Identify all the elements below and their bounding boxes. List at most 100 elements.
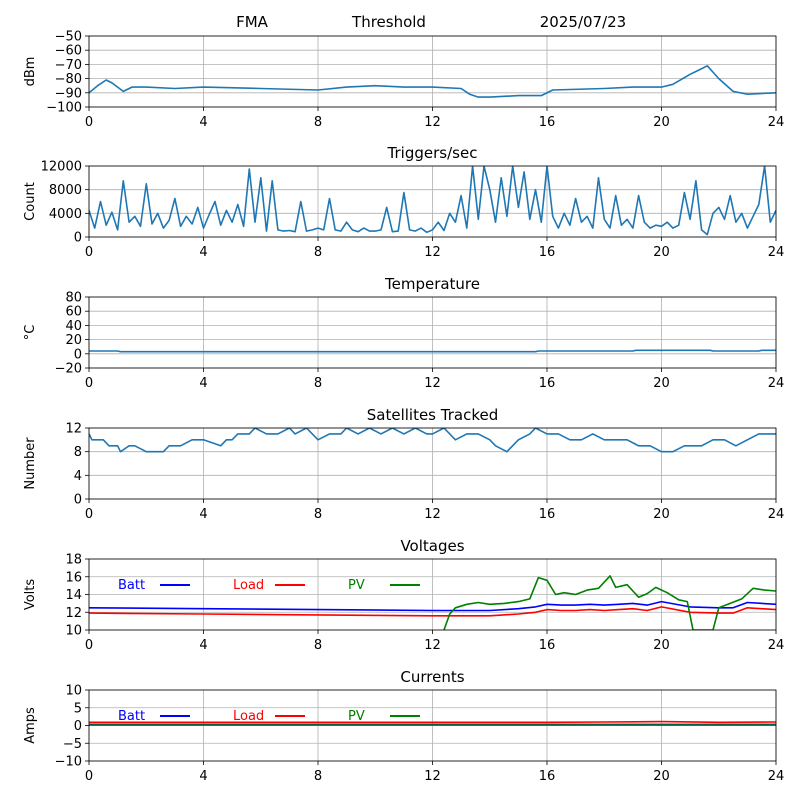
legend-label-pv: PV — [348, 709, 365, 724]
legend-label-load: Load — [233, 578, 264, 593]
x-tick-label: 0 — [85, 638, 93, 653]
y-tick-label: −20 — [55, 362, 82, 377]
x-tick-label: 20 — [653, 507, 670, 522]
x-tick-label: 4 — [199, 115, 207, 130]
y-tick-label: 18 — [65, 553, 82, 568]
chart-voltages: 0 4 8 12 16 20 24 10 12 14 16 18 Voltages Volts Batt Lo… — [23, 537, 784, 653]
x-tick-label: 0 — [85, 507, 93, 522]
x-tick-label: 16 — [539, 115, 556, 130]
y-tick-label: −90 — [55, 86, 82, 101]
y-tick-label: −60 — [55, 44, 82, 59]
y-axis-label: Number — [23, 437, 38, 490]
chart-title: Currents — [400, 668, 464, 686]
x-tick-label: 20 — [653, 638, 670, 653]
series-line-0 — [89, 166, 776, 236]
chart-currents: 0 4 8 12 16 20 24 −10 −5 0 5 10 Currents Amps Batt Load… — [23, 668, 784, 784]
y-tick-label: 4000 — [49, 207, 82, 222]
x-tick-label: 16 — [539, 376, 556, 391]
header-date: 2025/07/23 — [540, 13, 626, 31]
chart-threshold: 0 4 8 12 16 20 24 −100−90−80−70−60−50 dBm — [23, 30, 784, 131]
x-tick-label: 24 — [768, 638, 785, 653]
legend-label-batt: Batt — [118, 578, 145, 593]
x-tick-label: 4 — [199, 638, 207, 653]
chart-satellites: 0 4 8 12 16 20 24 0 4 8 12 Satellites Tracked Number — [23, 406, 784, 522]
x-tick-label: 20 — [653, 376, 670, 391]
y-tick-label: 12 — [65, 606, 82, 621]
x-tick-label: 0 — [85, 115, 93, 130]
series-line-0 — [89, 349, 776, 353]
y-tick-label: 0 — [74, 231, 82, 246]
x-tick-label: 24 — [768, 376, 785, 391]
x-tick-label: 12 — [424, 245, 441, 260]
y-tick-label: −70 — [55, 58, 82, 73]
x-tick-label: 8 — [314, 769, 322, 784]
x-tick-label: 0 — [85, 245, 93, 260]
x-tick-label: 0 — [85, 376, 93, 391]
y-tick-label: 60 — [65, 305, 82, 320]
chart-title: Temperature — [384, 275, 480, 293]
x-tick-label: 8 — [314, 507, 322, 522]
x-tick-label: 4 — [199, 245, 207, 260]
y-tick-label: 10 — [65, 684, 82, 699]
chart-title: Triggers/sec — [387, 144, 478, 162]
x-tick-label: 12 — [424, 376, 441, 391]
x-tick-label: 4 — [199, 507, 207, 522]
y-tick-label: 0 — [74, 347, 82, 362]
x-tick-label: 0 — [85, 769, 93, 784]
x-tick-label: 16 — [539, 638, 556, 653]
y-tick-label: 8000 — [49, 183, 82, 198]
x-tick-label: 12 — [424, 507, 441, 522]
y-tick-label: 0 — [74, 719, 82, 734]
y-axis-label: Count — [23, 182, 38, 221]
x-tick-label: 24 — [768, 769, 785, 784]
y-tick-label: −100 — [46, 101, 82, 116]
x-tick-label: 8 — [314, 376, 322, 391]
chart-title: Voltages — [400, 537, 464, 555]
x-tick-label: 20 — [653, 769, 670, 784]
y-axis-label: °C — [23, 325, 38, 341]
series-line-load — [89, 720, 776, 724]
x-tick-label: 16 — [539, 769, 556, 784]
x-tick-label: 20 — [653, 245, 670, 260]
legend-label-load: Load — [233, 709, 264, 724]
series-line-batt — [89, 600, 776, 612]
x-tick-label: 8 — [314, 638, 322, 653]
x-tick-label: 24 — [768, 115, 785, 130]
y-axis-label: Volts — [23, 579, 38, 611]
y-tick-label: −10 — [55, 755, 82, 770]
y-tick-label: 12 — [65, 422, 82, 437]
chart-triggers: 0 4 8 12 16 20 24 0 4000 8000 12000 Triggers/sec Cou… — [23, 144, 784, 260]
y-tick-label: −80 — [55, 72, 82, 87]
x-tick-label: 16 — [539, 245, 556, 260]
x-tick-label: 24 — [768, 245, 785, 260]
y-tick-label: −5 — [63, 737, 82, 752]
y-tick-label: 8 — [74, 445, 82, 460]
x-tick-label: 24 — [768, 507, 785, 522]
header-mode: Threshold — [351, 13, 426, 31]
x-tick-label: 4 — [199, 769, 207, 784]
series-line-load — [89, 606, 776, 617]
x-tick-label: 20 — [653, 115, 670, 130]
chart-title: Satellites Tracked — [367, 406, 498, 424]
x-tick-label: 16 — [539, 507, 556, 522]
y-tick-label: 0 — [74, 493, 82, 508]
y-tick-label: 10 — [65, 624, 82, 639]
y-axis-label: dBm — [23, 57, 38, 87]
x-tick-label: 8 — [314, 245, 322, 260]
y-tick-label: 4 — [74, 469, 82, 484]
y-tick-label: 5 — [74, 701, 82, 716]
x-tick-label: 4 — [199, 376, 207, 391]
header-site: FMA — [236, 13, 269, 31]
series-line-0 — [89, 428, 776, 453]
y-tick-label: 80 — [65, 291, 82, 306]
series-line-pv — [443, 575, 776, 630]
x-tick-label: 12 — [424, 115, 441, 130]
y-tick-label: 16 — [65, 570, 82, 585]
x-tick-label: 12 — [424, 638, 441, 653]
series-line-0 — [89, 65, 776, 98]
legend-label-pv: PV — [348, 578, 365, 593]
y-tick-label: 40 — [65, 319, 82, 334]
y-tick-label: 12000 — [41, 160, 82, 175]
